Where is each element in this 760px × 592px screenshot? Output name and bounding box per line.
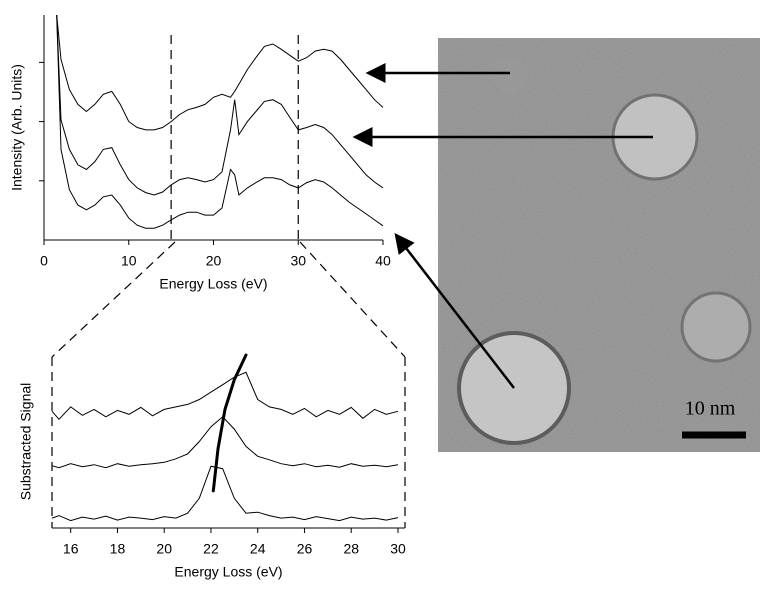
x-tick-label: 18 <box>110 541 126 557</box>
x-tick-label: 24 <box>250 541 266 557</box>
zoom-lines <box>51 241 406 528</box>
spectrum-line <box>51 465 399 522</box>
particle <box>492 57 528 93</box>
x-tick-label: 16 <box>63 541 79 557</box>
spectrum-line <box>51 371 399 421</box>
x-tick-label: 22 <box>203 541 219 557</box>
micrograph: 10 nm <box>438 38 760 452</box>
x-axis-label: Energy Loss (eV) <box>159 276 267 292</box>
zoom-line <box>51 241 176 358</box>
arrows <box>352 63 653 389</box>
x-tick-label: 0 <box>40 253 48 269</box>
particle <box>680 291 752 363</box>
y-axis-label: Substracted Signal <box>18 383 34 501</box>
x-axis-label: Energy Loss (eV) <box>174 564 282 580</box>
spectrum-line <box>56 14 384 131</box>
x-tick-label: 30 <box>390 541 406 557</box>
y-axis-label: Intensity (Arb. Units) <box>9 64 25 191</box>
zoom-line <box>299 241 406 358</box>
x-tick-label: 30 <box>290 253 306 269</box>
x-tick-label: 40 <box>375 253 391 269</box>
spectrum-line <box>56 14 384 196</box>
x-tick-label: 10 <box>121 253 137 269</box>
arrow <box>394 233 515 389</box>
trend-curve <box>211 353 248 493</box>
x-tick-label: 26 <box>297 541 313 557</box>
x-tick-label: 28 <box>343 541 359 557</box>
spectrum-line <box>56 14 384 229</box>
x-tick-label: 20 <box>156 541 172 557</box>
spectrum-line <box>51 416 399 469</box>
scale-bar-label: 10 nm <box>685 398 736 420</box>
x-tick-label: 20 <box>206 253 222 269</box>
